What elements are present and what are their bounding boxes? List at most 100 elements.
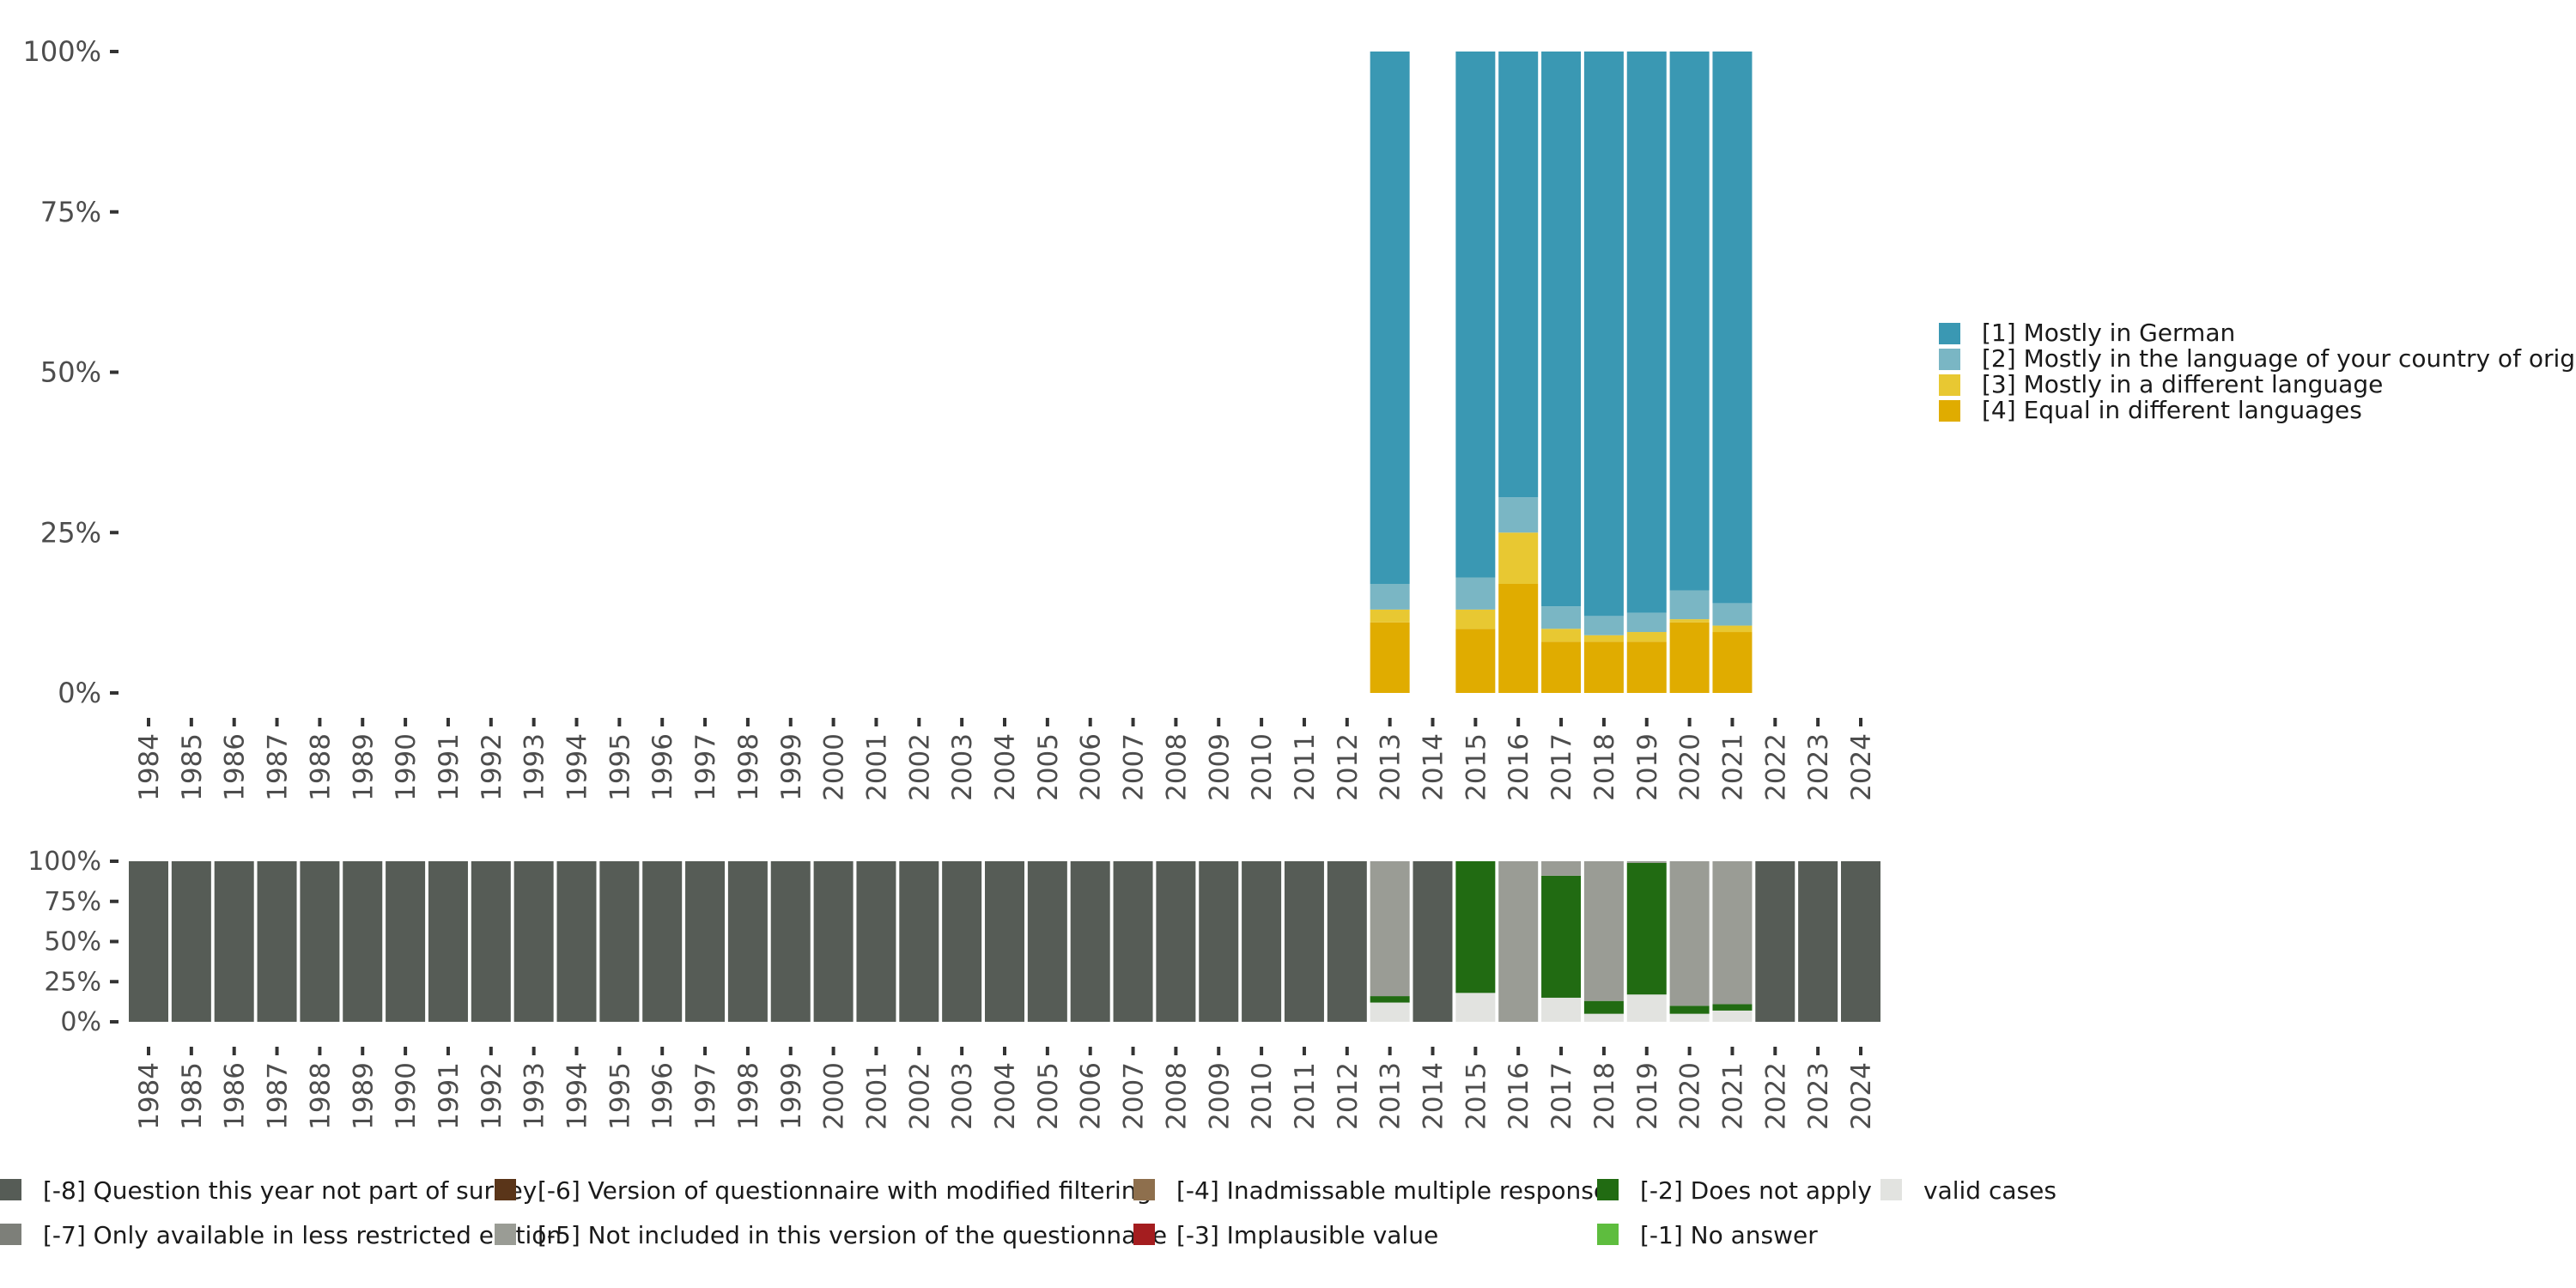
legend-swatch-2-mostly-in-the-language-of-your-country-of-origin (1939, 349, 1960, 370)
bottom-y-tick-label: 100% (27, 847, 101, 877)
bottom-x-tick-label: 2009 (1204, 1062, 1235, 1130)
bottom-bar-2004-8-question-this-year-not-part-of-survey (985, 861, 1024, 1022)
bottom-bar-2009-8-question-this-year-not-part-of-survey (1199, 861, 1239, 1022)
top-x-tick-label: 2010 (1247, 733, 1278, 801)
legend-label-4-equal-in-different-languages: [4] Equal in different languages (1982, 396, 2362, 424)
bottom-x-tick-label: 1988 (305, 1062, 336, 1130)
top-bar-2019-4-equal-in-different-languages (1626, 641, 1667, 693)
legend-label-1-no-answer: [-1] No answer (1640, 1221, 1818, 1249)
bottom-x-tick-label: 1984 (134, 1062, 165, 1130)
bottom-y-tick-label: 75% (44, 887, 101, 917)
bottom-y-tick-label: 50% (44, 927, 101, 957)
bottom-x-tick-label: 2023 (1803, 1062, 1834, 1130)
bottom-x-tick-label: 2011 (1290, 1062, 1321, 1130)
top-y-tick-label: 0% (58, 677, 101, 709)
bottom-x-tick-label: 1997 (690, 1062, 721, 1130)
bottom-x-tick-label: 1991 (434, 1062, 465, 1130)
bottom-x-tick-label: 1995 (605, 1062, 635, 1130)
bottom-bar-2018-2-does-not-apply (1583, 1000, 1624, 1014)
top-x-tick-label: 1999 (776, 733, 807, 801)
top-x-tick-label: 2009 (1204, 733, 1235, 801)
top-y-tick-label: 100% (23, 35, 101, 68)
top-bar-2013-4-equal-in-different-languages (1370, 622, 1410, 693)
top-x-tick-label: 2019 (1632, 733, 1663, 801)
bottom-x-tick-label: 1998 (733, 1062, 764, 1130)
bottom-bar-2015-valid-cases (1455, 993, 1496, 1022)
bottom-x-tick-label: 2000 (819, 1062, 850, 1130)
bottom-bar-2021-valid-cases (1712, 1010, 1753, 1022)
top-x-tick-label: 2012 (1333, 733, 1364, 801)
legend-label-8-question-this-year-not-part-of-survey: [-8] Question this year not part of surv… (43, 1176, 537, 1205)
bottom-bar-1988-8-question-this-year-not-part-of-survey (300, 861, 340, 1022)
bottom-x-tick-label: 2014 (1419, 1062, 1449, 1130)
top-x-tick-label: 1991 (434, 733, 465, 801)
top-x-tick-label: 1995 (605, 733, 635, 801)
bottom-bar-2019-2-does-not-apply (1626, 862, 1667, 995)
top-x-tick-label: 2001 (861, 733, 892, 801)
bottom-x-tick-label: 2005 (1033, 1062, 1064, 1130)
legend-swatch-1-mostly-in-german (1939, 323, 1960, 344)
top-legend: [1] Mostly in German[2] Mostly in the la… (1939, 319, 2576, 424)
bottom-bar-2017-5-not-included-in-this-version-of-the-questionnaire (1541, 861, 1582, 876)
top-x-tick-label: 2023 (1803, 733, 1834, 801)
bottom-bar-2012-8-question-this-year-not-part-of-survey (1327, 861, 1367, 1022)
bottom-x-tick-label: 2002 (904, 1062, 935, 1130)
bottom-bar-1998-8-question-this-year-not-part-of-survey (727, 861, 768, 1022)
top-bar-2018-2-mostly-in-the-language-of-your-country-of-origin (1583, 616, 1624, 635)
bottom-x-tick-label: 2022 (1760, 1062, 1791, 1130)
top-bar-2020-1-mostly-in-german (1669, 52, 1710, 591)
legend-label-3-implausible-value: [-3] Implausible value (1176, 1221, 1438, 1249)
bottom-x-tick-label: 2017 (1546, 1062, 1577, 1130)
legend-swatch-5-not-included-in-this-version-of-the-questionnaire (495, 1224, 516, 1245)
top-bar-2018-4-equal-in-different-languages (1583, 641, 1624, 693)
bottom-x-tick-label: 2007 (1119, 1062, 1150, 1130)
top-x-tick-label: 2014 (1419, 733, 1449, 801)
bottom-x-tick-label: 1987 (263, 1062, 294, 1130)
top-x-tick-label: 1990 (391, 733, 422, 801)
bottom-bar-2020-5-not-included-in-this-version-of-the-questionnaire (1669, 861, 1710, 1006)
top-x-tick-label: 2018 (1589, 733, 1620, 801)
bottom-chart-panel: 0% 25% 50% 75% 100% 1984 1985 1986 1987 1988 1989 1… (27, 847, 1880, 1130)
bottom-x-tick-label: 2004 (990, 1062, 1021, 1130)
top-bar-2020-2-mostly-in-the-language-of-your-country-of-origin (1669, 590, 1710, 620)
top-x-tick-label: 2008 (1161, 733, 1192, 801)
top-bar-2019-3-mostly-in-a-different-language (1626, 632, 1667, 642)
top-x-tick-label: 2015 (1461, 733, 1492, 801)
top-y-tick-label: 75% (40, 196, 101, 228)
bottom-bar-2006-8-question-this-year-not-part-of-survey (1070, 861, 1110, 1022)
top-bar-2016-2-mostly-in-the-language-of-your-country-of-origin (1498, 497, 1539, 533)
bottom-x-tick-label: 2010 (1247, 1062, 1278, 1130)
bottom-bar-2015-2-does-not-apply (1455, 861, 1496, 993)
top-bar-2021-3-mostly-in-a-different-language (1712, 625, 1753, 633)
bottom-x-tick-label: 1993 (519, 1062, 550, 1130)
bottom-bar-2001-8-question-this-year-not-part-of-survey (856, 861, 896, 1022)
legend-label-2-mostly-in-the-language-of-your-country-of-origin: [2] Mostly in the language of your count… (1982, 344, 2576, 373)
legend-swatch-valid-cases (1880, 1179, 1902, 1200)
bottom-bar-1999-8-question-this-year-not-part-of-survey (770, 861, 811, 1022)
top-x-tick-label: 2022 (1760, 733, 1791, 801)
bottom-bar-2008-8-question-this-year-not-part-of-survey (1156, 861, 1196, 1022)
bottom-bar-1986-8-question-this-year-not-part-of-survey (214, 861, 254, 1022)
top-x-tick-label: 2021 (1717, 733, 1748, 801)
bottom-x-tick-label: 1994 (562, 1062, 593, 1130)
bottom-bar-2018-valid-cases (1583, 1013, 1624, 1022)
bottom-x-tick-label: 1999 (776, 1062, 807, 1130)
bottom-x-tick-label: 2001 (861, 1062, 892, 1130)
bottom-bar-2013-2-does-not-apply (1370, 996, 1410, 1003)
bottom-bar-2013-5-not-included-in-this-version-of-the-questionnaire (1370, 861, 1410, 997)
bottom-bar-1997-8-question-this-year-not-part-of-survey (685, 861, 726, 1022)
legend-label-4-inadmissable-multiple-response: [-4] Inadmissable multiple response (1176, 1176, 1608, 1205)
bottom-bar-1987-8-question-this-year-not-part-of-survey (257, 861, 297, 1022)
bottom-bar-2016-5-not-included-in-this-version-of-the-questionnaire (1498, 861, 1539, 1022)
bottom-bar-2003-8-question-this-year-not-part-of-survey (942, 861, 982, 1022)
bottom-bar-1994-8-question-this-year-not-part-of-survey (556, 861, 597, 1022)
bottom-bar-2023-8-question-this-year-not-part-of-survey (1798, 861, 1838, 1022)
bottom-bar-1984-8-question-this-year-not-part-of-survey (129, 861, 168, 1022)
bottom-bar-2022-8-question-this-year-not-part-of-survey (1755, 861, 1795, 1022)
bottom-bar-1996-8-question-this-year-not-part-of-survey (642, 861, 683, 1022)
bottom-bar-2019-5-not-included-in-this-version-of-the-questionnaire (1626, 861, 1667, 863)
legend-label-1-mostly-in-german: [1] Mostly in German (1982, 319, 2235, 347)
top-bar-2019-1-mostly-in-german (1626, 52, 1667, 613)
top-x-tick-label: 1989 (348, 733, 379, 801)
